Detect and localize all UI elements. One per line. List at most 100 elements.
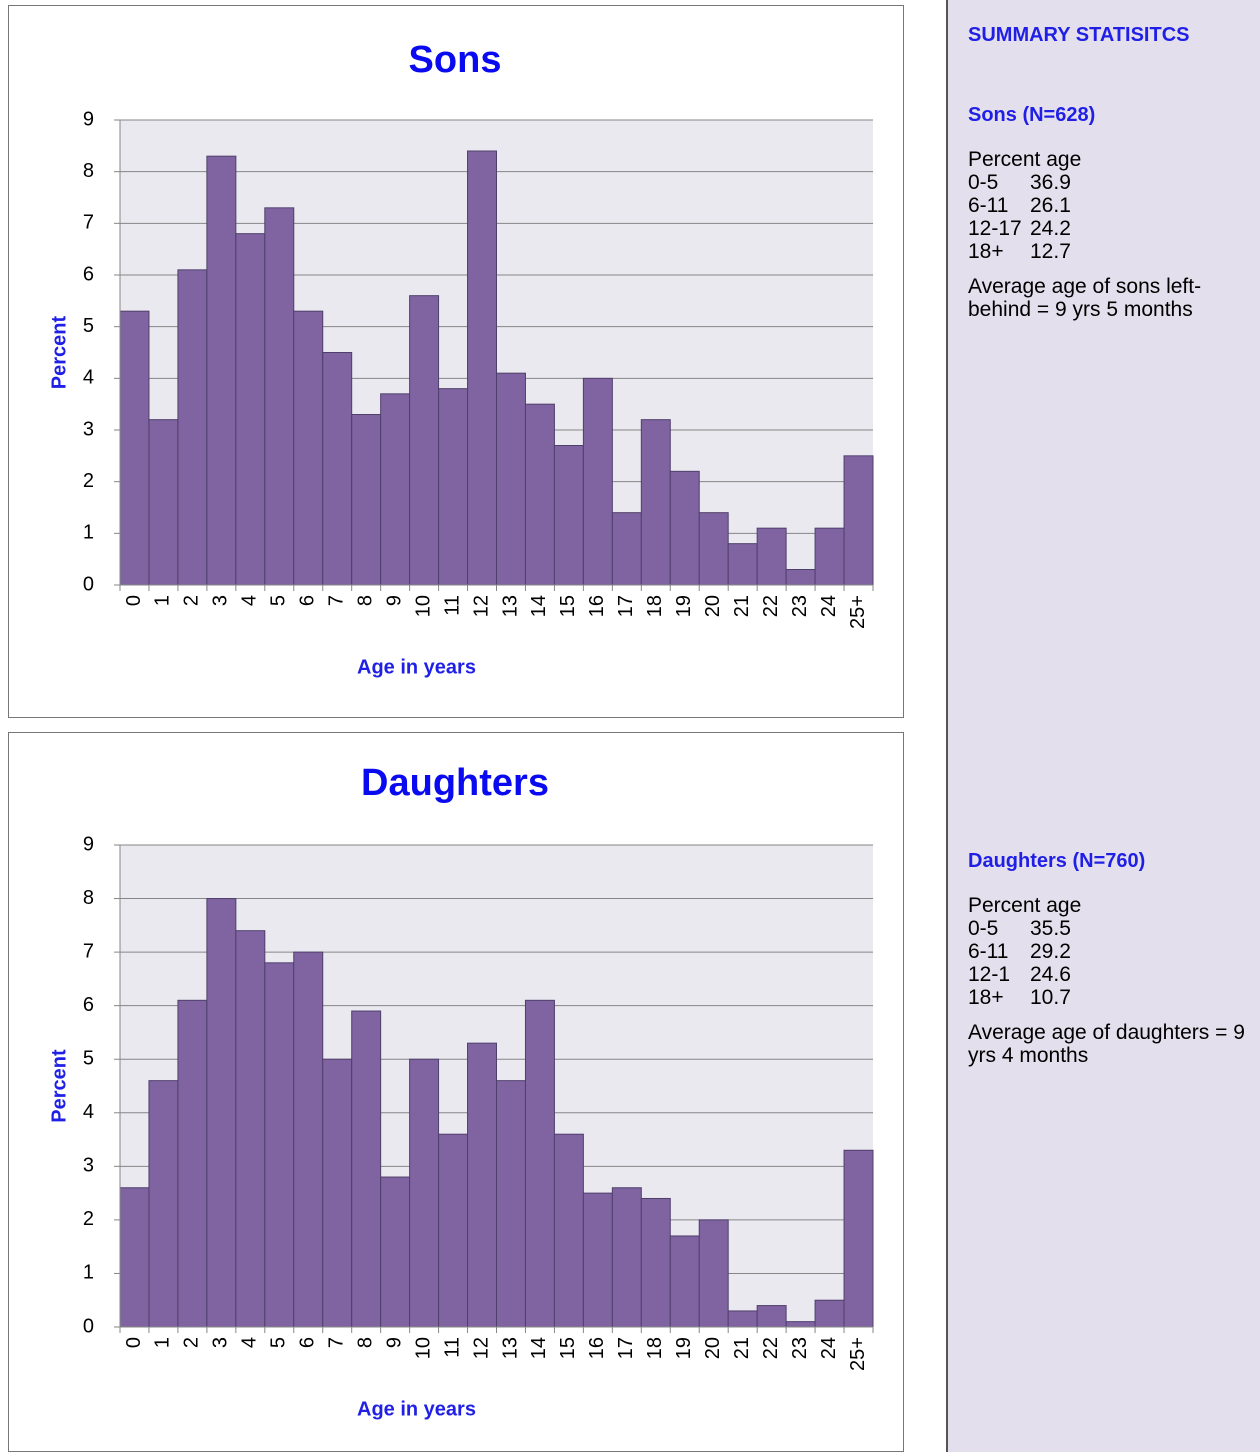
table-cell: 29.2 [1030,940,1071,963]
table-row: 6-11 29.2 [968,940,1248,963]
summary-title: SUMMARY STATISITCS [968,24,1190,46]
bar [264,962,295,1328]
x-tick-label: 22 [760,595,782,617]
x-tick-label: 9 [383,595,405,606]
table-row: 12-1 24.6 [968,963,1248,986]
bar [235,930,266,1328]
bar [640,1197,671,1328]
bar [727,543,758,586]
x-axis-label: Age in years [357,656,476,678]
x-tick-label: 6 [297,1337,319,1348]
y-tick-label: 9 [83,108,94,130]
bar [611,512,642,586]
bar [496,372,526,586]
bar [177,999,208,1328]
note: Average age of sons left-behind = 9 yrs … [968,275,1202,321]
table-cell: 35.5 [1030,917,1071,940]
x-tick-label: 2 [181,595,203,606]
y-axis-label: Percent [48,1049,70,1123]
table-cell: 36.9 [1030,171,1071,194]
bar [264,207,295,586]
x-tick-label: 11 [441,1337,463,1358]
x-tick-label: 18 [644,595,666,617]
y-tick-label: 7 [83,940,94,962]
bar [814,1299,845,1328]
x-tick-label: 21 [731,595,753,617]
x-tick-label: 12 [470,1337,492,1359]
bar [640,419,671,586]
table-header: Percent age [968,148,1082,171]
y-tick-label: 6 [83,263,94,285]
bar [206,155,237,586]
x-tick-label: 14 [528,595,550,617]
x-tick-label: 9 [383,1337,405,1348]
x-tick-label: 4 [239,1337,261,1348]
bar [409,1058,440,1328]
x-tick-label: 7 [325,595,347,606]
bar [814,527,845,586]
bar [727,1310,758,1328]
x-tick-label: 16 [586,595,608,617]
bar [351,1010,382,1328]
y-tick-label: 7 [83,212,94,234]
x-tick-label: 3 [210,595,232,606]
table-cell: 24.6 [1030,963,1071,986]
bar [148,1080,179,1328]
y-tick-label: 0 [83,1315,94,1337]
x-tick-label: 14 [528,1337,550,1359]
table-cell: 12-17 [968,217,1022,240]
y-tick-label: 3 [83,418,94,440]
x-tick-label: 1 [152,595,174,606]
table-cell: 26.1 [1030,194,1071,217]
x-tick-label: 15 [557,595,579,617]
x-tick-label: 20 [702,1337,724,1359]
y-tick-label: 4 [83,367,94,389]
table-cell: 6-11 [968,940,1009,963]
x-tick-label: 22 [760,1337,782,1359]
x-tick-label: 19 [673,1337,695,1359]
x-tick-label: 13 [499,595,521,617]
x-tick-label: 5 [268,595,290,606]
x-tick-label: 24 [818,1337,840,1359]
bar [843,455,874,586]
x-tick-label: 21 [731,1337,753,1359]
x-tick-label: 2 [181,1337,203,1348]
y-tick-label: 5 [83,1048,94,1070]
x-tick-label: 4 [239,595,261,606]
x-tick-label: 0 [123,595,145,606]
y-axis-label: Percent [48,315,70,389]
bar [293,310,324,586]
y-tick-label: 2 [83,1208,94,1230]
x-tick-label: 10 [412,595,434,617]
bar [322,352,353,586]
chart-title: Daughters [361,762,549,804]
bar [785,569,816,586]
x-tick-label: 15 [557,1337,579,1359]
x-tick-label: 20 [702,595,724,617]
table-cell: 6-11 [968,194,1009,217]
bar [553,445,584,586]
bar [322,1058,353,1328]
x-tick-label: 18 [644,1337,666,1359]
x-tick-label: 0 [123,1337,145,1348]
bar [119,310,150,586]
table-cell: 24.2 [1030,217,1071,240]
table-cell: 0-5 [968,917,999,940]
bar [148,419,179,586]
table-cell: 18+ [968,240,1004,263]
bar [756,527,787,586]
x-tick-label: 25+ [847,595,869,629]
x-tick-label: 1 [152,1337,174,1348]
x-tick-label: 11 [441,595,463,616]
table-cell: 0-5 [968,171,999,194]
x-tick-label: 6 [297,595,319,606]
x-tick-label: 17 [615,595,637,617]
bar [756,1305,787,1328]
bar [496,1080,526,1328]
bar [438,1133,469,1328]
x-tick-label: 8 [354,595,376,606]
bar [669,470,700,586]
x-tick-label: 17 [615,1337,637,1359]
bar [119,1187,150,1328]
